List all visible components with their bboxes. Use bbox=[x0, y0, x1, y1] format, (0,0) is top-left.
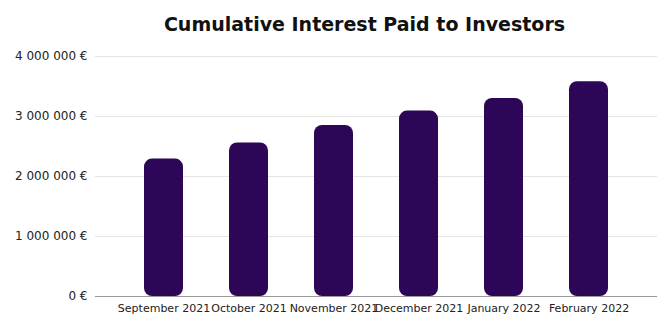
svg-text:0 €: 0 € bbox=[68, 289, 87, 303]
svg-text:November 2021: November 2021 bbox=[290, 302, 379, 315]
svg-text:September 2021: September 2021 bbox=[118, 302, 210, 315]
svg-text:1 000 000 €: 1 000 000 € bbox=[15, 229, 88, 243]
svg-text:January 2022: January 2022 bbox=[466, 302, 540, 315]
svg-text:February 2022: February 2022 bbox=[549, 302, 629, 315]
svg-text:2 000 000 €: 2 000 000 € bbox=[15, 169, 88, 183]
svg-text:October 2021: October 2021 bbox=[211, 302, 287, 315]
svg-text:4 000 000 €: 4 000 000 € bbox=[15, 49, 88, 63]
svg-text:December 2021: December 2021 bbox=[375, 302, 464, 315]
html-text:Cumulative Interest Paid to In: Cumulative Interest Paid to Investors bbox=[163, 13, 566, 35]
svg-text:3 000 000 €: 3 000 000 € bbox=[15, 109, 88, 123]
